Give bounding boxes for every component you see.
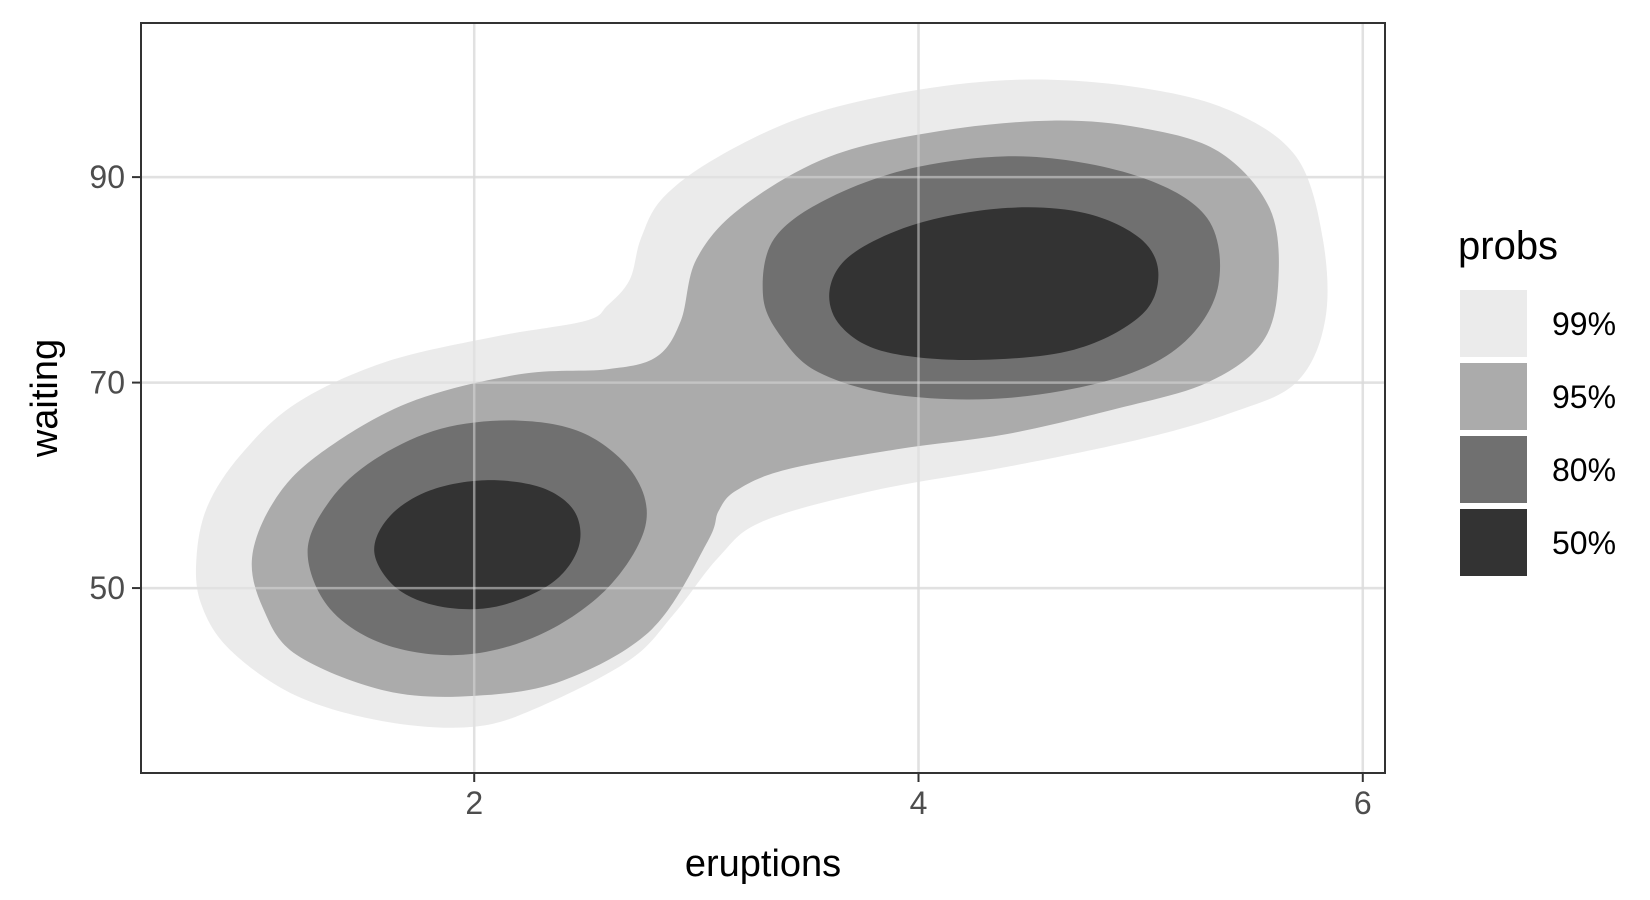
contour-region-50pct	[374, 480, 581, 610]
legend-key-95pct	[1460, 363, 1527, 430]
contour-regions	[141, 23, 1385, 773]
legend-key-80pct	[1460, 436, 1527, 503]
legend-key-50pct	[1460, 509, 1527, 576]
gridlines-overlay	[141, 23, 1385, 773]
legend-key-99pct	[1460, 290, 1527, 357]
legend-label: 50%	[1552, 525, 1616, 561]
x-tick-label: 6	[1354, 785, 1372, 821]
panel-border	[140, 22, 1386, 774]
axes: 2 4 6 50 70 90	[89, 159, 1371, 821]
x-axis-title: eruptions	[685, 843, 841, 885]
y-tick-label: 90	[89, 159, 125, 195]
x-tick-label: 4	[910, 785, 928, 821]
legend-label: 80%	[1552, 452, 1616, 488]
y-tick-label: 50	[89, 570, 125, 606]
legend-title: probs	[1458, 224, 1558, 268]
contour-region-50pct	[829, 207, 1159, 361]
legend-label: 99%	[1552, 306, 1616, 342]
x-tick-label: 2	[465, 785, 483, 821]
legend: probs 99% 95% 80% 50%	[1458, 224, 1616, 576]
y-axis-title: waiting	[24, 339, 66, 458]
legend-label: 95%	[1552, 379, 1616, 415]
y-tick-label: 70	[89, 365, 125, 401]
